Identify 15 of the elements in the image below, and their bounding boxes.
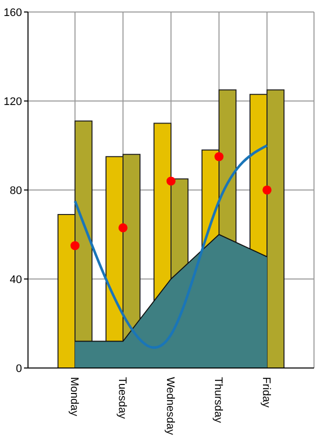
x-tick-label: Tuesday <box>116 377 128 420</box>
y-tick-label: 160 <box>4 6 22 19</box>
point <box>70 241 80 250</box>
y-tick-label: 40 <box>10 274 22 286</box>
x-tick-label: Thursday <box>212 377 224 424</box>
x-tick-label: Friday <box>260 377 272 408</box>
point <box>118 223 128 232</box>
x-tick-label: Wednesday <box>164 377 176 436</box>
y-tick-label: 120 <box>4 96 22 108</box>
y-tick-label: 0 <box>16 362 22 375</box>
point <box>262 185 272 195</box>
point <box>214 152 224 162</box>
x-tick-label: Monday <box>68 377 80 417</box>
y-tick-label: 80 <box>10 184 22 197</box>
point <box>166 176 176 186</box>
